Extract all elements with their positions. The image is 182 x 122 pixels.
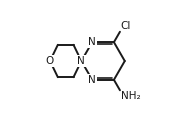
Text: N: N: [78, 56, 85, 66]
Text: N: N: [88, 75, 96, 85]
Text: NH₂: NH₂: [120, 91, 140, 101]
Text: Cl: Cl: [120, 21, 131, 31]
Text: O: O: [46, 56, 54, 66]
Text: N: N: [88, 37, 96, 47]
